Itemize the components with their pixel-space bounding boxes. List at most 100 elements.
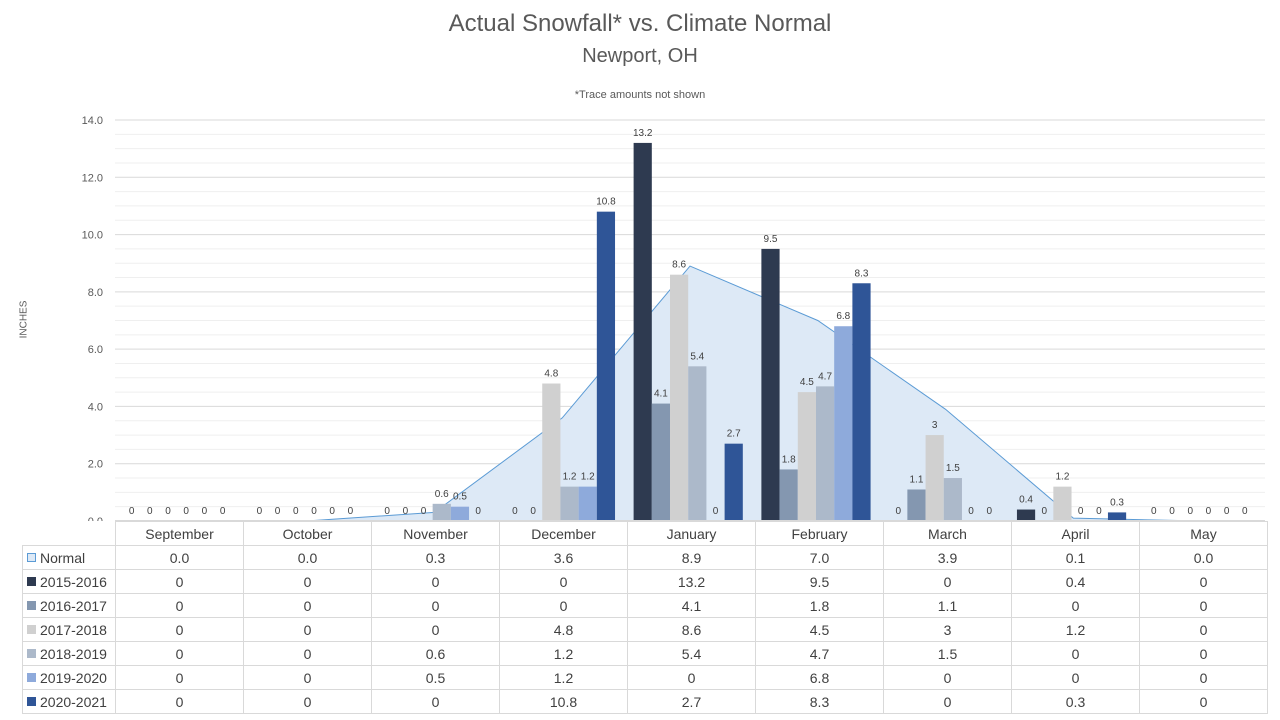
- table-cell: 0: [243, 689, 372, 714]
- table-cell: 8.6: [627, 617, 756, 642]
- bar-2018-2019-November: [432, 503, 451, 521]
- bar-value-label: 0: [1206, 506, 1212, 517]
- table-cell: 4.7: [755, 641, 884, 666]
- bar-value-label: 0: [147, 506, 153, 517]
- bar-value-label: 1.2: [563, 472, 577, 483]
- bars: [432, 142, 1127, 521]
- bar-value-label: 0: [512, 506, 518, 517]
- table-cell: 0: [243, 593, 372, 618]
- bar-value-label: 1.2: [1055, 472, 1069, 483]
- table-cell: 4.5: [755, 617, 884, 642]
- bar-value-label: 13.2: [633, 128, 653, 139]
- category-label: December: [499, 521, 628, 546]
- table-cell: 0: [883, 569, 1012, 594]
- table-cell: 0: [371, 617, 500, 642]
- bar-value-label: 0: [530, 506, 536, 517]
- chart-subtitle: Newport, OH: [582, 45, 698, 67]
- table-cell: 0: [243, 617, 372, 642]
- category-label: March: [883, 521, 1012, 546]
- table-cell: 0: [371, 689, 500, 714]
- table-cell: 5.4: [627, 641, 756, 666]
- category-label: November: [371, 521, 500, 546]
- legend-entry: 2018-2019: [22, 641, 116, 666]
- legend-swatch: [27, 553, 36, 563]
- table-cell: 0.0: [243, 545, 372, 570]
- bar-2020-2021-April: [1107, 512, 1127, 521]
- bar-value-label: 0: [348, 506, 354, 517]
- table-cell: 0.6: [371, 641, 500, 666]
- bar-value-label: 1.5: [946, 463, 960, 474]
- y-tick-label: 8.0: [88, 287, 103, 299]
- bar-2020-2021-January: [724, 443, 743, 521]
- table-row: 2016-2017 0 0 0 0 4.1 1.8 1.1 0 0: [22, 593, 1268, 618]
- bar-value-label: 6.8: [836, 311, 850, 322]
- table-cell: 1.2: [499, 641, 628, 666]
- legend-label: 2019-2020: [40, 669, 107, 686]
- bar-2017-2018-February: [797, 392, 816, 521]
- bar-value-label: 0.3: [1110, 497, 1124, 508]
- bar-2018-2019-January: [688, 366, 707, 521]
- y-tick-label: 4.0: [88, 401, 103, 413]
- bar-value-label: 0: [421, 506, 427, 517]
- legend-swatch: [27, 577, 36, 587]
- bar-value-label: 2.7: [727, 429, 741, 440]
- table-cell: 0.0: [115, 545, 244, 570]
- bar-2017-2018-April: [1053, 486, 1072, 521]
- bar-value-label: 0: [895, 506, 901, 517]
- y-tick-label: 0.0: [88, 516, 103, 521]
- y-tick-label: 10.0: [82, 230, 103, 242]
- normal-line: [178, 265, 1202, 521]
- table-cell: 3: [883, 617, 1012, 642]
- legend-swatch: [27, 625, 36, 635]
- bar-value-label: 0: [968, 506, 974, 517]
- legend-entry: 2019-2020: [22, 665, 116, 690]
- bar-value-label: 0: [220, 506, 226, 517]
- bar-value-label: 0: [202, 506, 208, 517]
- legend-swatch: [27, 601, 36, 611]
- table-cell: 4.8: [499, 617, 628, 642]
- table-row: 2015-2016 0 0 0 0 13.2 9.5 0 0.4 0: [22, 569, 1268, 594]
- table-header-row: September October November December January F…: [22, 521, 1268, 546]
- table-cell: 8.9: [627, 545, 756, 570]
- table-cell: 0.3: [371, 545, 500, 570]
- bar-2017-2018-December: [542, 383, 561, 521]
- y-axis-ticks: 0.0 2.0 4.0 6.0 8.0 10.0 12.0 14.0: [82, 115, 103, 521]
- bar-value-label: 0.5: [453, 492, 467, 503]
- bar-value-label: 0.4: [1019, 495, 1033, 506]
- bar-value-label: 0: [1187, 506, 1193, 517]
- bar-value-label: 8.3: [855, 268, 869, 279]
- table-cell: 0: [1011, 665, 1140, 690]
- bar-2019-2020-December: [578, 486, 597, 521]
- bar-value-label: 0: [1224, 506, 1230, 517]
- legend-swatch: [27, 649, 36, 659]
- table-cell: 0: [883, 689, 1012, 714]
- table-cell: 7.0: [755, 545, 884, 570]
- bar-value-label: 0: [1096, 506, 1102, 517]
- table-cell: 1.1: [883, 593, 1012, 618]
- category-label: April: [1011, 521, 1140, 546]
- y-tick-label: 2.0: [88, 459, 103, 471]
- table-row: Normal 0.0 0.0 0.3 3.6 8.9 7.0 3.9 0.1 0.0: [22, 545, 1268, 570]
- bar-value-label: 10.8: [596, 197, 616, 208]
- bar-value-label: 0: [403, 506, 409, 517]
- legend-label: Normal: [40, 549, 86, 566]
- table-corner: [22, 521, 116, 546]
- legend-entry: 2016-2017: [22, 593, 116, 618]
- legend-entry: 2015-2016: [22, 569, 116, 594]
- legend-label: 2018-2019: [40, 645, 107, 662]
- chart-title: Actual Snowfall* vs. Climate Normal: [448, 10, 832, 37]
- legend-swatch: [27, 697, 36, 707]
- bar-2017-2018-March: [925, 435, 944, 521]
- table-cell: 0: [1139, 689, 1268, 714]
- table-cell: 0.0: [1139, 545, 1268, 570]
- category-label: February: [755, 521, 884, 546]
- bar-value-label: 0: [1169, 506, 1175, 517]
- table-cell: 1.8: [755, 593, 884, 618]
- table-cell: 10.8: [499, 689, 628, 714]
- table-cell: 0: [627, 665, 756, 690]
- bar-2015-2016-February: [761, 248, 780, 521]
- legend-swatch: [27, 673, 36, 683]
- category-label: January: [627, 521, 756, 546]
- table-cell: 0: [371, 569, 500, 594]
- table-cell: 0.4: [1011, 569, 1140, 594]
